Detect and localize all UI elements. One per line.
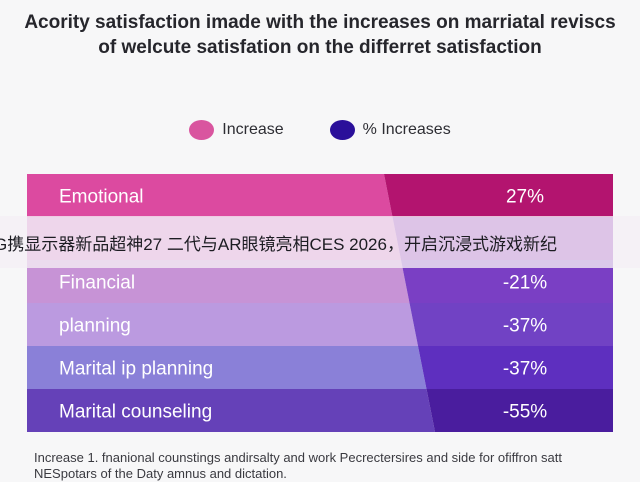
row-label-cell [27,260,410,303]
legend-swatch-percent-increases [329,120,355,140]
row-label: Marital counseling [59,402,212,423]
legend-swatch-increase [189,120,215,140]
legend-item-increase: Increase [189,120,284,140]
table-row: Marital ip planning -37% [27,346,613,389]
chart-area: Emotional 27% Financial -21% planning -37% Mar… [27,174,613,432]
legend-label-percent-increases: % Increases [362,121,451,138]
row-label: Financial [59,273,135,294]
row-value-cell [418,346,613,389]
overlay-banner: G携显示器新品超神27 二代与AR眼镜亮相CES 2026，开启沉浸式游戏新纪 [0,216,640,268]
row-value: 27% [506,187,544,208]
row-label-cell [27,389,435,432]
row-label-cell [27,174,393,217]
row-label-cell [27,303,418,346]
legend-item-percent-increases: % Increases [329,120,451,140]
row-value: -55% [503,402,547,423]
overlay-banner-text: G携显示器新品超神27 二代与AR眼镜亮相CES 2026，开启沉浸式游戏新纪 [0,234,557,254]
row-label: planning [59,316,131,337]
row-label-cell [27,346,427,389]
table-row: Financial -21% [27,260,613,303]
chart-footnote: Increase 1. fnanional counstings andirsa… [34,450,562,481]
row-label: Emotional [59,187,144,208]
row-value-cell [384,174,613,217]
row-value-cell [401,260,613,303]
row-value: -21% [503,273,547,294]
table-row: Emotional 27% [27,174,613,217]
legend: Increase % Increases [0,118,640,142]
row-value-cell [409,303,613,346]
chart-title: Acority satisfaction imade with the incr… [24,12,616,58]
legend-label-increase: Increase [222,121,284,138]
row-value-cell [426,389,613,432]
row-value: -37% [503,316,547,337]
row-value: -37% [503,359,547,380]
row-label: Marital ip planning [59,359,213,380]
table-row: Marital counseling -55% [27,389,613,432]
table-row: planning -37% [27,303,613,346]
chart-svg: Emotional 27%Financial -21%planning -37%Mar… [27,174,613,432]
